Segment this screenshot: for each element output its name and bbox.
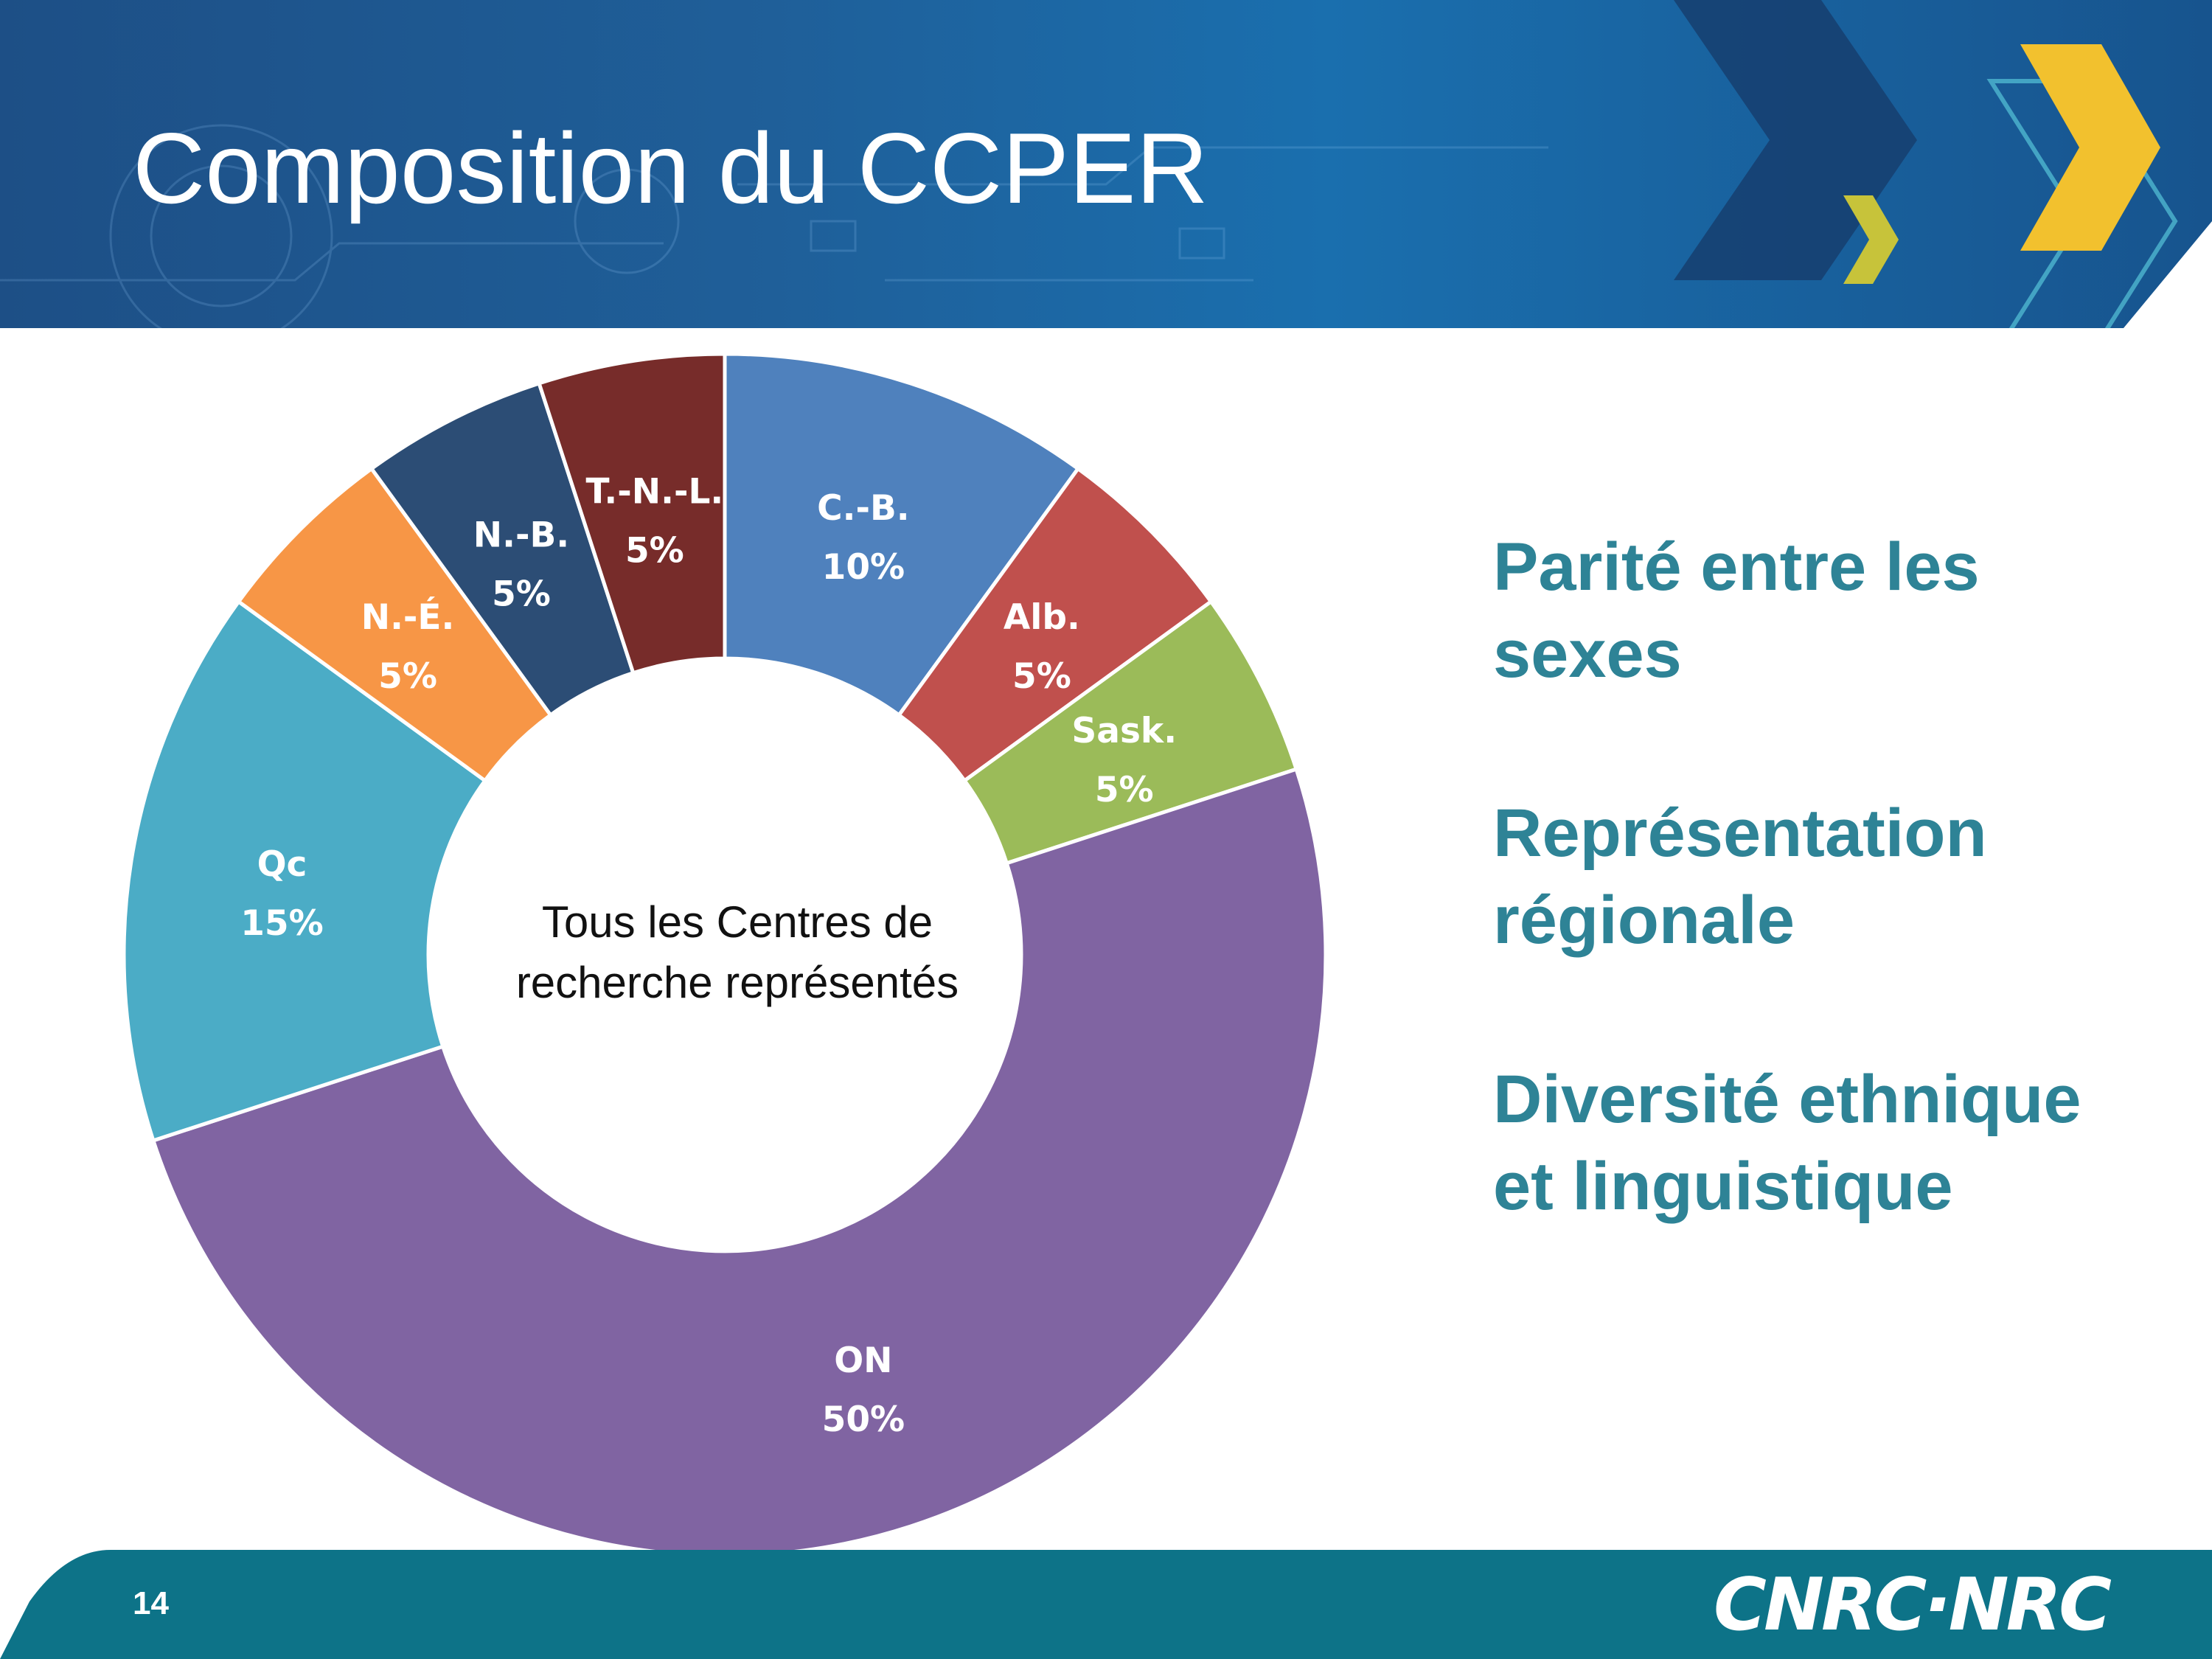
segment-label-5: N.-É. [361, 597, 455, 638]
bullet-line: Diversité ethnique [1493, 1062, 2081, 1137]
segment-value-label-2: 5% [1095, 770, 1154, 810]
chevron-small-icon [1843, 195, 1899, 284]
bullet-line: et linguistique [1493, 1149, 1953, 1224]
center-label-line1: Tous les Centres de [541, 897, 933, 947]
segment-value-label-6: 5% [492, 574, 551, 614]
segment-value-label-3: 50% [822, 1399, 905, 1440]
footer-bar: 14 CNRC·NRC [0, 1550, 2212, 1659]
bullet-line: sexes [1493, 616, 1682, 692]
segment-label-6: N.-B. [473, 515, 569, 555]
segment-3 [150, 766, 1328, 1557]
nrc-logo: CNRC·NRC [1714, 1563, 2112, 1647]
bullet-gender-parity: Parité entre les sexes [1493, 524, 2201, 698]
segment-value-label-7: 5% [625, 530, 684, 571]
slide-title: Composition du CCPER [133, 112, 1208, 224]
page-number: 14 [133, 1585, 169, 1621]
segment-label-3: ON [834, 1340, 892, 1381]
segment-0 [723, 352, 1081, 718]
segment-value-label-5: 5% [378, 656, 437, 697]
segment-value-label-4: 15% [240, 903, 324, 944]
segment-label-2: Sask. [1071, 711, 1177, 751]
segment-label-1: Alb. [1004, 597, 1080, 638]
segment-label-4: Qc [257, 844, 307, 885]
footer-corner [0, 1550, 111, 1659]
donut-chart: C.-B.10%Alb.5%Sask.5%ON50%Qc15%N.-É.5%N.… [122, 352, 1328, 1557]
bullet-line: Parité entre les [1493, 529, 1980, 605]
bullet-list: Parité entre les sexes Représentation ré… [1493, 524, 2201, 1322]
header-decoration [0, 0, 2212, 328]
segment-7 [537, 352, 727, 675]
chevron-yellow-icon [2020, 44, 2160, 251]
segment-label-0: C.-B. [817, 488, 910, 529]
segment-value-label-1: 5% [1012, 656, 1071, 697]
bullet-diversity: Diversité ethnique et linguistique [1493, 1056, 2201, 1230]
bullet-line: régionale [1493, 883, 1795, 958]
header-banner: Composition du CCPER [0, 0, 2212, 328]
bullet-line: Représentation [1493, 796, 1987, 871]
center-label-line2: recherche représentés [515, 958, 959, 1007]
bullet-regional-representation: Représentation régionale [1493, 790, 2201, 964]
segment-4 [122, 599, 488, 1144]
donut-center-label: Tous les Centres de recherche représenté… [457, 892, 1018, 1013]
segment-value-label-0: 10% [822, 547, 905, 588]
segment-label-7: T.-N.-L. [585, 471, 723, 512]
